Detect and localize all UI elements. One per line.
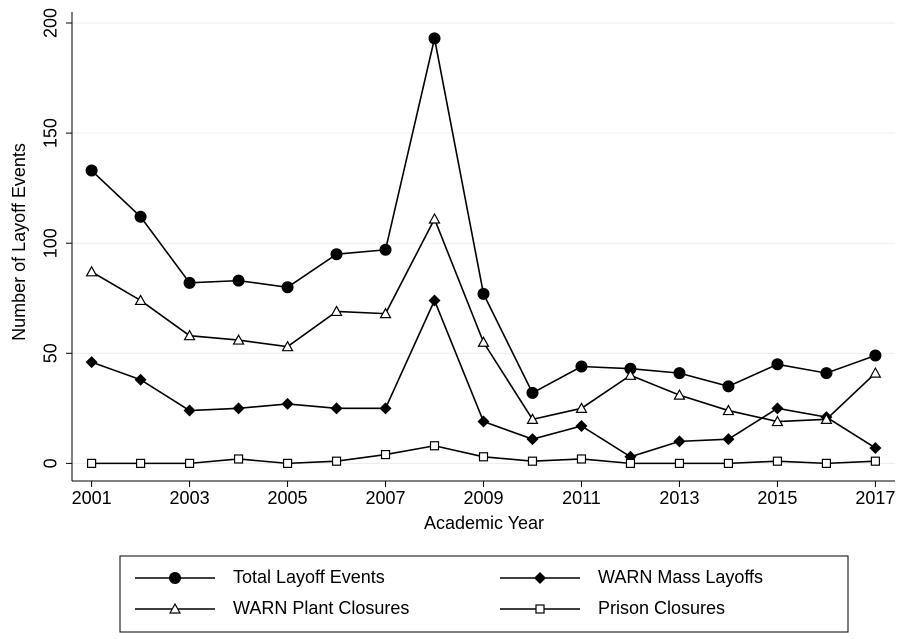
marker — [134, 210, 147, 223]
marker — [281, 397, 294, 410]
x-tick-label: 2013 — [659, 488, 699, 508]
marker — [820, 367, 833, 380]
marker — [232, 402, 245, 415]
marker — [330, 248, 343, 261]
marker — [575, 360, 588, 373]
marker — [625, 458, 636, 468]
marker — [168, 602, 182, 614]
marker — [183, 329, 196, 341]
marker — [722, 404, 735, 416]
y-tick-label: 50 — [41, 343, 61, 363]
marker — [380, 449, 391, 460]
marker — [673, 388, 686, 400]
marker — [232, 333, 245, 345]
marker — [232, 274, 245, 287]
marker — [576, 454, 587, 464]
marker — [477, 287, 490, 300]
marker — [85, 164, 98, 177]
marker — [85, 356, 98, 369]
marker — [723, 458, 734, 468]
marker — [282, 458, 293, 468]
marker — [526, 386, 539, 399]
marker — [330, 305, 343, 317]
x-tick-label: 2015 — [757, 488, 797, 508]
marker — [624, 369, 637, 380]
marker — [135, 458, 146, 468]
y-tick-label: 150 — [41, 118, 61, 148]
x-tick-label: 2009 — [463, 488, 503, 508]
marker — [526, 413, 539, 424]
marker — [379, 307, 392, 319]
marker — [330, 402, 343, 415]
marker — [575, 402, 588, 413]
marker — [869, 349, 882, 362]
marker — [722, 380, 735, 393]
marker — [281, 281, 294, 294]
legend-box — [119, 555, 849, 633]
marker — [869, 366, 882, 378]
marker — [379, 402, 392, 415]
y-tick-label: 0 — [41, 458, 61, 468]
marker — [281, 340, 294, 352]
marker — [428, 212, 441, 224]
legend-label: WARN Plant Closures — [233, 598, 409, 618]
marker — [575, 419, 588, 432]
marker — [526, 433, 539, 446]
marker — [428, 294, 441, 307]
marker — [673, 435, 686, 448]
marker — [722, 433, 735, 446]
marker — [477, 415, 490, 428]
x-tick-label: 2005 — [268, 488, 308, 508]
legend-label: WARN Mass Layoffs — [598, 567, 763, 587]
marker — [674, 458, 685, 468]
marker — [534, 572, 546, 584]
marker — [183, 404, 196, 417]
marker — [233, 454, 244, 464]
y-tick-label: 200 — [41, 8, 61, 38]
marker — [184, 458, 195, 468]
x-tick-label: 2007 — [366, 488, 406, 508]
x-tick-label: 2011 — [562, 488, 601, 508]
marker — [379, 243, 392, 256]
marker — [771, 358, 784, 371]
marker — [85, 265, 98, 277]
x-tick-label: 2001 — [72, 488, 112, 508]
marker — [429, 441, 440, 451]
marker — [134, 373, 147, 386]
marker — [86, 458, 97, 468]
marker — [428, 32, 441, 45]
marker — [869, 441, 882, 454]
marker — [478, 452, 489, 462]
marker — [771, 402, 784, 415]
x-tick-label: 2017 — [855, 488, 895, 508]
marker — [527, 456, 538, 466]
y-tick-label: 100 — [41, 228, 61, 258]
marker — [771, 415, 784, 427]
y-axis-title: Number of Layoff Events — [9, 143, 29, 341]
x-axis-title: Academic Year — [424, 513, 544, 533]
marker — [820, 413, 833, 424]
x-tick-label: 2003 — [170, 488, 210, 508]
legend-label: Total Layoff Events — [233, 567, 385, 587]
marker — [331, 456, 342, 466]
marker — [134, 294, 147, 306]
marker — [870, 456, 881, 466]
legend-label: Prison Closures — [598, 598, 725, 618]
marker — [772, 456, 783, 466]
marker — [673, 367, 686, 380]
marker — [624, 362, 637, 375]
marker — [821, 458, 832, 468]
marker — [183, 276, 196, 289]
marker — [477, 336, 490, 347]
marker — [169, 572, 181, 584]
marker — [535, 604, 545, 614]
